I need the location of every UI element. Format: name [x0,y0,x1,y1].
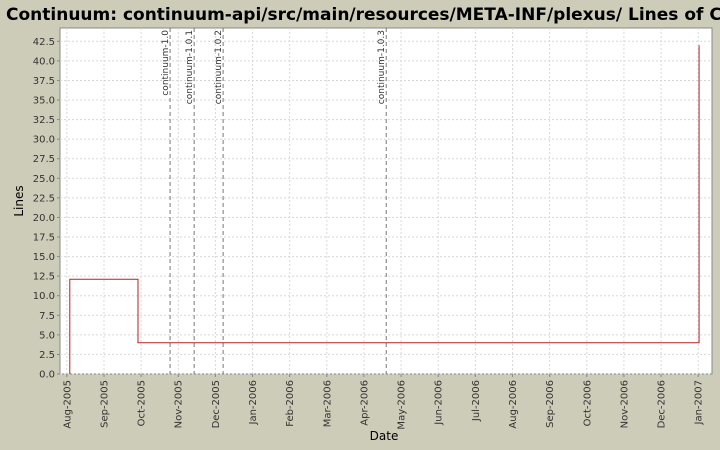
y-tick-label: 17.5 [33,233,55,244]
x-tick-label: Mar-2006 [322,380,333,427]
y-tick-label: 37.5 [33,76,55,87]
x-tick-label: Nov-2006 [619,380,630,428]
y-tick-label: 27.5 [33,154,55,165]
x-tick-label: Jun-2006 [434,380,445,426]
y-tick-label: 0.0 [39,370,55,381]
y-tick-label: 10.0 [33,291,55,302]
y-tick-label: 42.5 [33,37,55,48]
x-tick-label: Aug-2005 [62,380,73,429]
y-tick-label: 2.5 [39,350,55,361]
release-label: continuum-1.0.1 [185,30,195,104]
y-tick-label: 22.5 [33,193,55,204]
y-tick-label: 20.0 [33,213,55,224]
x-tick-label: Aug-2006 [508,380,519,429]
y-tick-label: 30.0 [33,135,55,146]
x-tick-label: Nov-2005 [174,380,185,428]
y-tick-label: 7.5 [39,311,55,322]
release-label: continuum-1.0.2 [214,30,224,104]
x-tick-label: Jan-2006 [248,380,259,425]
y-axis-title: Lines [12,185,26,216]
x-tick-label: Sep-2006 [545,380,556,428]
release-label: continuum-1.0 [161,30,171,96]
x-tick-label: May-2006 [397,380,408,430]
release-label: continuum-1.0.3 [377,30,387,104]
chart-title: Continuum: continuum-api/src/main/resour… [6,5,720,25]
x-tick-label: Oct-2005 [137,380,148,426]
y-tick-label: 32.5 [33,115,55,126]
x-tick-label: Feb-2006 [285,380,296,427]
y-tick-label: 35.0 [33,96,55,107]
x-tick-label: Dec-2005 [211,380,222,428]
x-tick-label: Jul-2006 [471,380,482,422]
y-tick-label: 12.5 [33,272,55,283]
x-tick-label: Dec-2006 [657,380,668,428]
x-tick-label: Apr-2006 [359,380,370,426]
y-tick-label: 40.0 [33,56,55,67]
y-tick-label: 25.0 [33,174,55,185]
x-tick-label: Oct-2006 [582,380,593,426]
x-tick-label: Sep-2005 [99,380,110,428]
x-tick-label: Jan-2007 [694,380,705,425]
y-tick-label: 15.0 [33,252,55,263]
y-tick-label: 5.0 [39,330,55,341]
data-line [69,45,700,374]
x-axis-title: Date [370,429,399,443]
